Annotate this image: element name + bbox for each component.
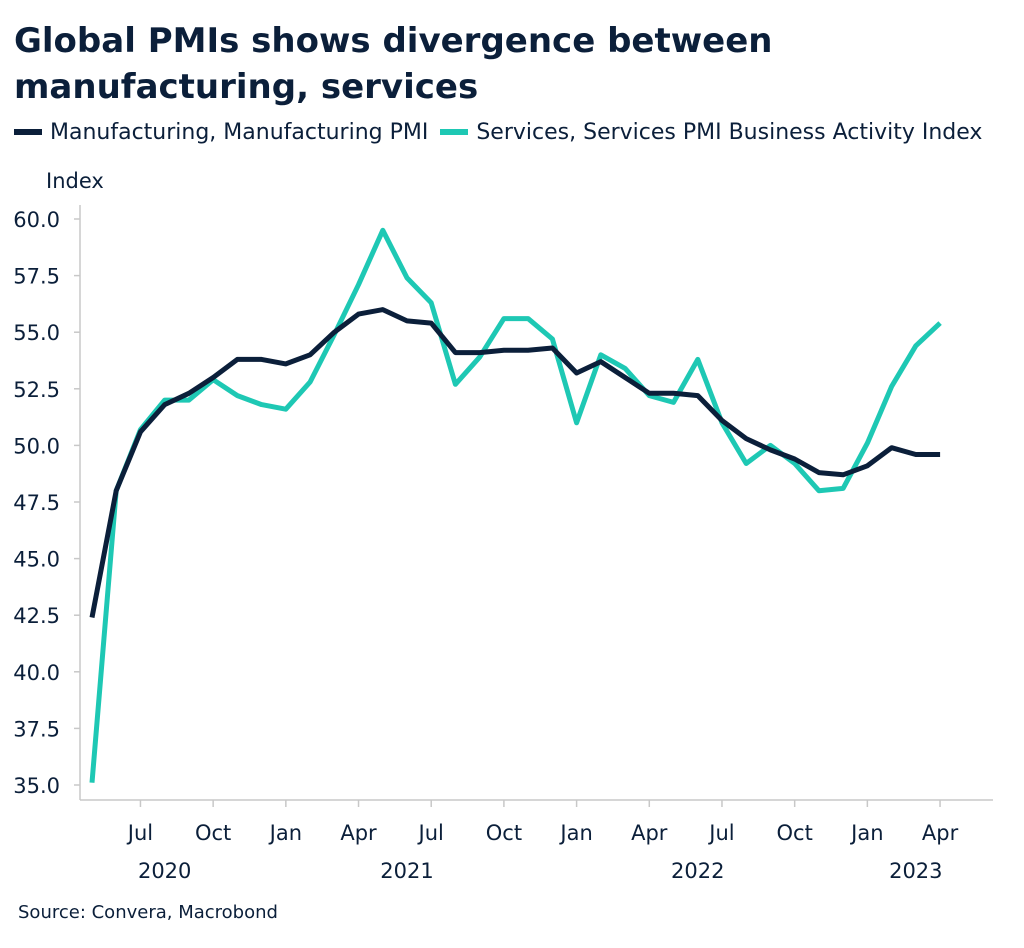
y-tick-label: 42.5 bbox=[13, 604, 60, 628]
x-tick-label: Jan bbox=[849, 821, 883, 845]
x-tick-label: Jan bbox=[268, 821, 302, 845]
y-tick-label: 45.0 bbox=[13, 548, 60, 572]
line-chart: 35.0 37.5 40.0 42.5 45.0 47.5 50.0 52.5 55.0 57.5… bbox=[0, 0, 1024, 948]
x-tick-label: Apr bbox=[631, 821, 668, 845]
y-tick-label: 40.0 bbox=[13, 661, 60, 685]
x-tick-label: Jul bbox=[417, 821, 444, 845]
y-tick-label: 52.5 bbox=[13, 378, 60, 402]
y-tick-label: 35.0 bbox=[13, 774, 60, 798]
series-line-manufacturing bbox=[92, 310, 940, 618]
source-note: Source: Convera, Macrobond bbox=[18, 902, 278, 923]
x-year-label: 2021 bbox=[380, 859, 433, 883]
x-tick-label: Apr bbox=[922, 821, 959, 845]
y-tick-label: 60.0 bbox=[13, 208, 60, 232]
x-year-label: 2022 bbox=[671, 859, 724, 883]
y-tick-label: 57.5 bbox=[13, 265, 60, 289]
x-year-label: 2023 bbox=[889, 859, 942, 883]
x-tick-label: Jul bbox=[126, 821, 153, 845]
x-tick-label: Oct bbox=[777, 821, 813, 845]
y-tick-label: 55.0 bbox=[13, 321, 60, 345]
x-tick-label: Oct bbox=[195, 821, 231, 845]
x-tick-label: Apr bbox=[340, 821, 377, 845]
x-tick-label: Jan bbox=[558, 821, 592, 845]
x-tick-label: Jul bbox=[707, 821, 734, 845]
y-tick-label: 47.5 bbox=[13, 491, 60, 515]
x-year-label: 2020 bbox=[138, 859, 191, 883]
y-tick-label: 50.0 bbox=[13, 434, 60, 458]
series-line-services bbox=[92, 230, 940, 782]
x-tick-label: Oct bbox=[486, 821, 522, 845]
y-tick-label: 37.5 bbox=[13, 717, 60, 741]
